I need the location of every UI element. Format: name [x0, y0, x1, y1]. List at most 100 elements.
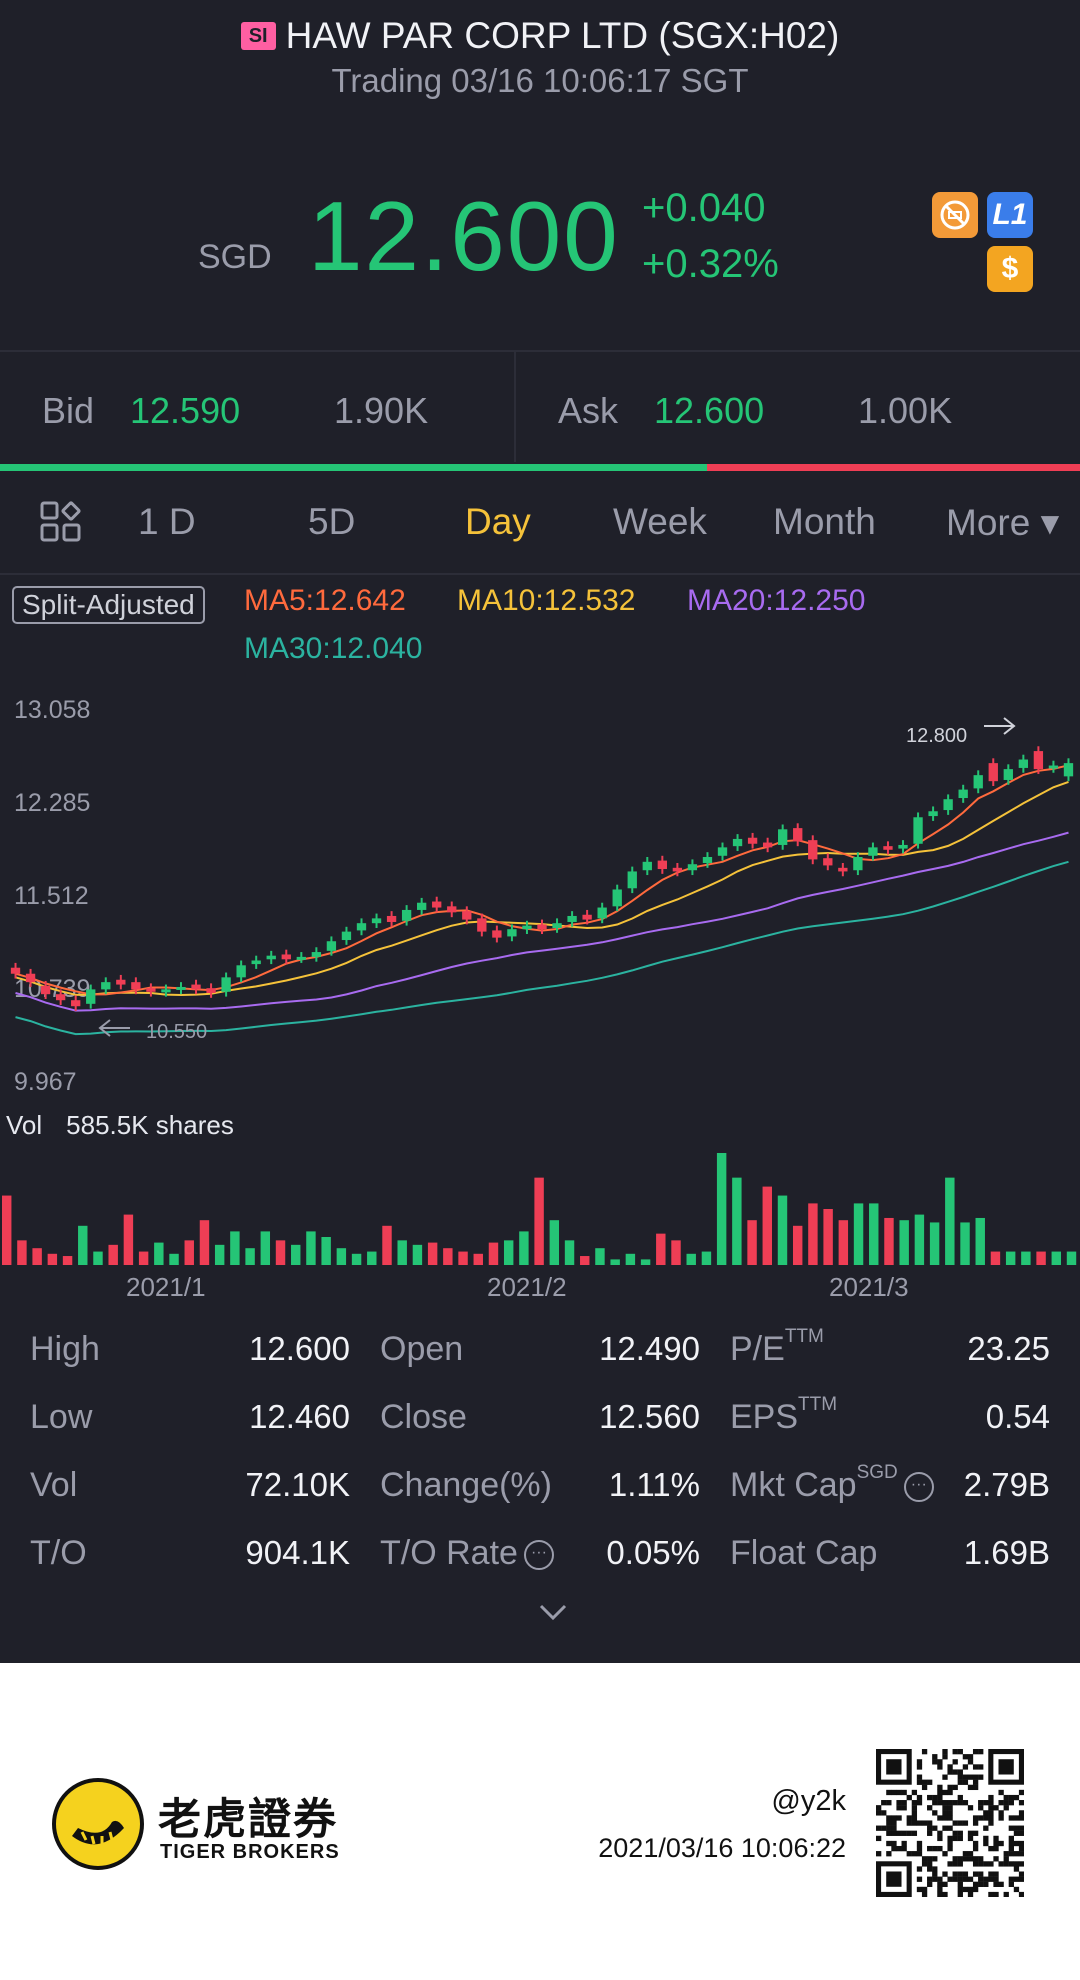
tab-day[interactable]: Day	[465, 501, 531, 542]
candle-body	[326, 941, 337, 951]
stock-title[interactable]: HAW PAR CORP LTD (SGX:H02)	[285, 15, 840, 56]
qr-module	[967, 1830, 974, 1836]
qr-module	[927, 1820, 933, 1826]
level1-icon[interactable]: L1	[987, 192, 1033, 238]
candle-body	[898, 844, 908, 849]
qr-module	[972, 1774, 979, 1780]
split-adjusted-toggle[interactable]: Split-Adjusted	[12, 586, 205, 624]
volume-title: Vol	[6, 1110, 43, 1140]
volume-bar	[625, 1253, 636, 1265]
qr-module	[988, 1876, 994, 1882]
volume-bar	[78, 1225, 88, 1265]
bid-ask-panel[interactable]: Bid 12.590 1.90K Ask 12.600 1.00K	[0, 352, 1080, 462]
candle-body	[146, 988, 156, 992]
volume-bar	[762, 1186, 772, 1265]
brand-name-english: TIGER BROKERS	[160, 1841, 340, 1863]
volume-bar	[960, 1222, 970, 1265]
qr-module	[906, 1820, 912, 1826]
volume-chart[interactable]	[0, 1140, 1080, 1265]
qr-module	[916, 1840, 923, 1847]
tab-week[interactable]: Week	[613, 501, 707, 542]
candle-body	[868, 847, 878, 856]
candle-body	[236, 965, 246, 978]
qr-module	[1003, 1800, 1009, 1806]
volume-bar	[123, 1214, 134, 1265]
ask-label: Ask	[558, 390, 619, 431]
candle-body	[386, 915, 397, 922]
volume-bar	[62, 1256, 73, 1265]
turnover-label: T/O	[30, 1534, 87, 1572]
candle-body	[717, 847, 728, 856]
qr-module	[1018, 1810, 1024, 1816]
qr-module	[978, 1876, 984, 1882]
volume-bar	[473, 1253, 483, 1265]
qr-module	[891, 1830, 897, 1836]
qr-module	[988, 1794, 994, 1801]
candle-body	[1003, 769, 1013, 780]
candle-body	[251, 960, 261, 965]
qr-module	[896, 1789, 902, 1796]
chevron-down-icon[interactable]	[536, 1600, 570, 1624]
candle-body	[191, 984, 201, 990]
ma20-line	[15, 831, 1069, 1012]
qr-module	[1003, 1891, 1009, 1897]
qr-module	[1008, 1840, 1014, 1847]
qr-module	[896, 1845, 902, 1852]
qr-module	[962, 1779, 969, 1785]
dollar-icon[interactable]: $	[987, 246, 1033, 292]
price-chart[interactable]: 13.05812.28511.51210.7399.96712.80010.55…	[0, 680, 1080, 1100]
price-change: +0.040	[642, 186, 766, 230]
candle-body	[958, 789, 968, 799]
tab-1d[interactable]: 1 D	[138, 501, 196, 542]
volume-bar	[32, 1248, 42, 1265]
qr-module	[957, 1800, 963, 1806]
candle-body	[853, 856, 863, 871]
tab-month[interactable]: Month	[773, 501, 876, 542]
qr-module	[937, 1881, 943, 1887]
volume-bar	[656, 1233, 666, 1265]
qr-module	[967, 1754, 974, 1760]
qr-module	[1018, 1825, 1024, 1831]
no-short-icon[interactable]	[932, 192, 978, 238]
volume-bar	[154, 1242, 164, 1265]
qr-module	[1008, 1800, 1014, 1806]
candle-body	[762, 842, 773, 848]
volume-bar	[17, 1240, 27, 1265]
qr-module	[1018, 1861, 1024, 1867]
pe-label: P/ETTM	[730, 1326, 824, 1369]
qr-module	[886, 1820, 892, 1826]
info-icon[interactable]: ···	[523, 1540, 554, 1571]
info-icon[interactable]: ···	[903, 1472, 934, 1503]
qr-module	[891, 1845, 897, 1852]
volume-bar	[230, 1231, 240, 1265]
qr-module	[957, 1820, 963, 1826]
candle-body	[492, 930, 502, 938]
qr-module	[957, 1856, 963, 1862]
mkt-cap-superscript: SGD	[856, 1462, 898, 1483]
share-footer: 老虎證券 TIGER BROKERS @y2k 2021/03/16 10:06…	[0, 1663, 1080, 1980]
qr-module	[1018, 1851, 1024, 1857]
qr-module	[998, 1881, 1004, 1887]
candle-body	[537, 924, 547, 930]
qr-module	[988, 1815, 994, 1821]
tab-5d[interactable]: 5D	[308, 501, 356, 542]
qr-module	[916, 1876, 923, 1882]
qr-module	[906, 1794, 912, 1801]
volume-bar	[929, 1222, 940, 1265]
tab-more[interactable]: More ▾	[946, 502, 1060, 543]
candle-body	[25, 973, 36, 983]
y-tick-label: 12.285	[14, 789, 90, 817]
volume-bar	[488, 1242, 499, 1265]
chart-layout-icon[interactable]	[40, 501, 82, 543]
qr-module	[911, 1800, 918, 1806]
qr-module	[962, 1871, 969, 1877]
qr-module	[957, 1891, 963, 1897]
qr-module	[1013, 1876, 1020, 1882]
volume-bar	[47, 1253, 58, 1265]
volume-bar	[671, 1240, 681, 1265]
qr-module	[927, 1876, 933, 1882]
candle-body	[296, 956, 306, 960]
qr-module	[916, 1800, 923, 1806]
qr-module	[983, 1810, 989, 1816]
qr-module	[972, 1830, 979, 1836]
